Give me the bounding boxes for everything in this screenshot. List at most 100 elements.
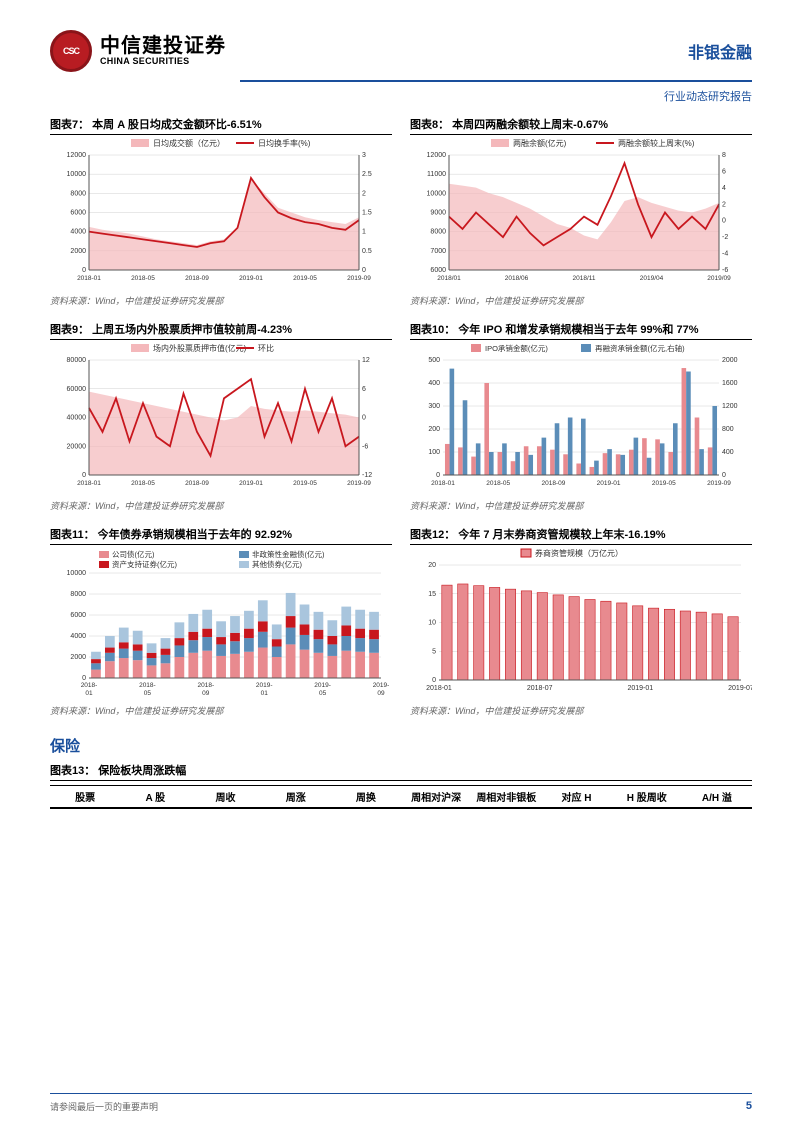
chart-10-title: 图表10： 今年 IPO 和增发承销规模相当于去年 99%和 77%: [410, 321, 752, 340]
svg-text:0: 0: [722, 218, 726, 225]
svg-text:1.5: 1.5: [362, 210, 372, 217]
svg-text:2019-07: 2019-07: [728, 685, 752, 692]
svg-text:11000: 11000: [427, 171, 446, 178]
page-number: 5: [746, 1100, 752, 1113]
svg-text:1: 1: [362, 229, 366, 236]
chart-12-block: 图表12： 今年 7 月末券商资管规模较上年末-16.19% 券商资管规模（万亿…: [410, 526, 752, 727]
logo: CSC 中信建投证券 CHINA SECURITIES: [50, 30, 226, 72]
chart-13-title: 图表13： 保险板块周涨跌幅: [50, 762, 752, 781]
svg-text:-6: -6: [362, 443, 368, 450]
chart-9-block: 图表9： 上周五场内外股票质押市值较前周-4.23% 场内外股票质押市值(亿元)…: [50, 321, 392, 522]
insurance-heading: 保险: [50, 735, 752, 756]
svg-text:09: 09: [377, 690, 385, 697]
table-col-header: 周相对非银板: [471, 789, 541, 804]
page-header: CSC 中信建投证券 CHINA SECURITIES 非银金融: [0, 0, 802, 72]
svg-text:再融资承销金额(亿元,右轴): 再融资承销金额(亿元,右轴): [595, 343, 685, 353]
svg-text:8000: 8000: [70, 591, 86, 598]
chart-9-source: 资料来源：Wind，中信建投证券研究发展部: [50, 499, 392, 512]
svg-text:券商资管规模（万亿元）: 券商资管规模（万亿元）: [535, 548, 623, 558]
table-col-header: 周收: [190, 789, 260, 804]
footer-disclaimer: 请参阅最后一页的重要声明: [50, 1100, 158, 1113]
svg-text:15: 15: [428, 591, 436, 598]
svg-text:0: 0: [722, 472, 726, 479]
logo-cn-text: 中信建投证券: [100, 35, 226, 57]
svg-text:100: 100: [428, 449, 440, 456]
chart-12-title: 图表12： 今年 7 月末券商资管规模较上年末-16.19%: [410, 526, 752, 545]
svg-text:4: 4: [722, 185, 726, 192]
svg-text:0: 0: [82, 267, 86, 274]
svg-text:200: 200: [428, 426, 440, 433]
svg-text:2018-: 2018-: [139, 682, 156, 689]
svg-text:0: 0: [436, 472, 440, 479]
chart-7-title: 图表7： 本周 A 股日均成交金额环比-6.51%: [50, 116, 392, 135]
svg-text:2019-01: 2019-01: [627, 685, 653, 692]
svg-text:2018-05: 2018-05: [486, 480, 510, 487]
svg-text:20000: 20000: [67, 443, 87, 450]
svg-text:6000: 6000: [430, 267, 446, 274]
svg-text:场内外股票质押市值(亿元): 场内外股票质押市值(亿元): [153, 343, 247, 353]
svg-text:0: 0: [432, 677, 436, 684]
svg-text:2018-01: 2018-01: [431, 480, 455, 487]
svg-text:6: 6: [722, 168, 726, 175]
svg-text:10: 10: [428, 620, 436, 627]
svg-text:IPO承销金额(亿元): IPO承销金额(亿元): [485, 343, 548, 353]
svg-text:8000: 8000: [70, 190, 86, 197]
table-col-header: 周换: [331, 789, 401, 804]
svg-text:2019/04: 2019/04: [640, 275, 664, 282]
svg-text:6: 6: [362, 386, 366, 393]
svg-text:12: 12: [362, 357, 370, 364]
chart-8-title: 图表8： 本周四两融余额较上周末-0.67%: [410, 116, 752, 135]
table-col-header: 股票: [50, 789, 120, 804]
svg-text:2.5: 2.5: [362, 171, 372, 178]
table-col-header: A 股: [120, 789, 190, 804]
chart-8-block: 图表8： 本周四两融余额较上周末-0.67% 两融余额(亿元)两融余额较上周末(…: [410, 116, 752, 317]
svg-text:0: 0: [82, 675, 86, 682]
svg-text:日均成交额（亿元）: 日均成交额（亿元）: [153, 138, 225, 148]
svg-text:2019-01: 2019-01: [239, 275, 263, 282]
svg-text:8: 8: [722, 152, 726, 159]
table-col-header: H 股周收: [612, 789, 682, 804]
svg-text:2019-: 2019-: [256, 682, 273, 689]
svg-text:12000: 12000: [427, 152, 447, 159]
svg-text:2000: 2000: [70, 248, 86, 255]
svg-text:日均换手率(%): 日均换手率(%): [258, 138, 311, 148]
page-footer: 请参阅最后一页的重要声明 5: [50, 1093, 752, 1113]
svg-text:1600: 1600: [722, 380, 738, 387]
svg-text:7000: 7000: [430, 248, 446, 255]
svg-text:5: 5: [432, 648, 436, 655]
chart-7-source: 资料来源：Wind，中信建投证券研究发展部: [50, 294, 392, 307]
svg-text:2018-: 2018-: [197, 682, 214, 689]
svg-text:非政策性金融债(亿元): 非政策性金融债(亿元): [252, 549, 325, 559]
svg-text:10000: 10000: [427, 190, 447, 197]
table-col-header: 对应 H: [541, 789, 611, 804]
svg-text:6000: 6000: [70, 612, 86, 619]
svg-text:800: 800: [722, 426, 734, 433]
svg-text:80000: 80000: [67, 357, 87, 364]
svg-text:公司债(亿元): 公司债(亿元): [112, 549, 155, 559]
svg-text:400: 400: [428, 380, 440, 387]
svg-text:-4: -4: [722, 251, 728, 258]
svg-text:2018-09: 2018-09: [541, 480, 565, 487]
svg-text:2019-05: 2019-05: [293, 480, 317, 487]
svg-text:2018/11: 2018/11: [572, 275, 595, 282]
svg-text:60000: 60000: [67, 386, 87, 393]
svg-text:500: 500: [428, 357, 440, 364]
svg-text:2018-05: 2018-05: [131, 480, 155, 487]
svg-text:-6: -6: [722, 267, 728, 274]
svg-text:40000: 40000: [67, 415, 87, 422]
svg-text:其他债券(亿元): 其他债券(亿元): [252, 559, 302, 569]
svg-text:2019/09: 2019/09: [707, 275, 731, 282]
svg-text:10000: 10000: [67, 570, 87, 577]
svg-text:1200: 1200: [722, 403, 738, 410]
svg-text:2018-09: 2018-09: [185, 480, 209, 487]
svg-text:2019-: 2019-: [373, 682, 390, 689]
svg-text:2018-01: 2018-01: [426, 685, 452, 692]
svg-text:两融余额较上周末(%): 两融余额较上周末(%): [618, 138, 695, 148]
svg-text:2018-01: 2018-01: [77, 480, 101, 487]
svg-text:2: 2: [722, 201, 726, 208]
svg-text:-12: -12: [362, 472, 372, 479]
svg-text:05: 05: [144, 690, 152, 697]
svg-text:2019-01: 2019-01: [597, 480, 621, 487]
chart-8-source: 资料来源：Wind，中信建投证券研究发展部: [410, 294, 752, 307]
svg-text:2019-09: 2019-09: [707, 480, 731, 487]
